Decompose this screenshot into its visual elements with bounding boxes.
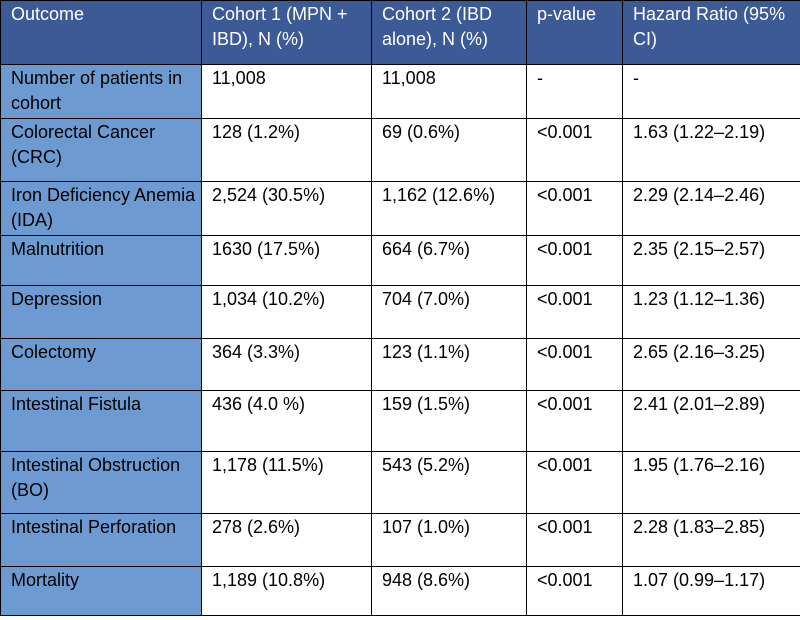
outcome-label: Iron Deficiency Anemia (IDA): [0, 181, 202, 236]
cohort-1-cell: 128 (1.2%): [201, 118, 372, 182]
header-outcome: Outcome: [0, 0, 202, 65]
cohort-2-cell: 159 (1.5%): [371, 390, 527, 452]
cohort-1-cell: 436 (4.0 %): [201, 390, 372, 452]
p-value-cell: <0.001: [526, 566, 623, 616]
cohort-2-cell: 664 (6.7%): [371, 235, 527, 286]
hazard-ratio-cell: 1.23 (1.12–1.36): [622, 285, 800, 339]
p-value-cell: <0.001: [526, 451, 623, 514]
cohort-2-cell: 11,008: [371, 64, 527, 119]
outcome-label: Number of patients in cohort: [0, 64, 202, 119]
cohort-1-cell: 1630 (17.5%): [201, 235, 372, 286]
hazard-ratio-cell: -: [622, 64, 800, 119]
p-value-cell: <0.001: [526, 390, 623, 452]
p-value-cell: <0.001: [526, 285, 623, 339]
cohort-1-cell: 11,008: [201, 64, 372, 119]
header-row: Outcome Cohort 1 (MPN + IBD), N (%) Coho…: [0, 0, 800, 65]
hazard-ratio-cell: 1.07 (0.99–1.17): [622, 566, 800, 616]
cohort-1-cell: 1,178 (11.5%): [201, 451, 372, 514]
hazard-ratio-cell: 2.65 (2.16–3.25): [622, 338, 800, 391]
table-row: Colorectal Cancer (CRC) 128 (1.2%) 69 (0…: [0, 118, 800, 182]
p-value-cell: -: [526, 64, 623, 119]
table-row: Colectomy 364 (3.3%) 123 (1.1%) <0.001 2…: [0, 338, 800, 391]
hazard-ratio-cell: 2.28 (1.83–2.85): [622, 513, 800, 567]
table-row: Intestinal Obstruction (BO) 1,178 (11.5%…: [0, 451, 800, 514]
p-value-cell: <0.001: [526, 235, 623, 286]
cohort-2-cell: 69 (0.6%): [371, 118, 527, 182]
cohort-1-cell: 278 (2.6%): [201, 513, 372, 567]
cohort-2-cell: 107 (1.0%): [371, 513, 527, 567]
cohort-1-cell: 1,189 (10.8%): [201, 566, 372, 616]
outcome-label: Mortality: [0, 566, 202, 616]
outcome-label: Depression: [0, 285, 202, 339]
table-row: Malnutrition 1630 (17.5%) 664 (6.7%) <0.…: [0, 235, 800, 286]
cohort-1-cell: 2,524 (30.5%): [201, 181, 372, 236]
cohort-2-cell: 948 (8.6%): [371, 566, 527, 616]
cohort-2-cell: 704 (7.0%): [371, 285, 527, 339]
p-value-cell: <0.001: [526, 513, 623, 567]
header-cohort-2: Cohort 2 (IBD alone), N (%): [371, 0, 527, 65]
p-value-cell: <0.001: [526, 181, 623, 236]
hazard-ratio-cell: 1.95 (1.76–2.16): [622, 451, 800, 514]
table-row: Intestinal Fistula 436 (4.0 %) 159 (1.5%…: [0, 390, 800, 452]
outcome-label: Intestinal Obstruction (BO): [0, 451, 202, 514]
header-hazard-ratio: Hazard Ratio (95% CI): [622, 0, 800, 65]
table-row: Iron Deficiency Anemia (IDA) 2,524 (30.5…: [0, 181, 800, 236]
header-cohort-1: Cohort 1 (MPN + IBD), N (%): [201, 0, 372, 65]
cohort-2-cell: 543 (5.2%): [371, 451, 527, 514]
hazard-ratio-cell: 1.63 (1.22–2.19): [622, 118, 800, 182]
cohort-1-cell: 364 (3.3%): [201, 338, 372, 391]
table-row: Depression 1,034 (10.2%) 704 (7.0%) <0.0…: [0, 285, 800, 339]
p-value-cell: <0.001: [526, 118, 623, 182]
hazard-ratio-cell: 2.35 (2.15–2.57): [622, 235, 800, 286]
table-row: Intestinal Perforation 278 (2.6%) 107 (1…: [0, 513, 800, 567]
outcome-label: Intestinal Perforation: [0, 513, 202, 567]
hazard-ratio-cell: 2.41 (2.01–2.89): [622, 390, 800, 452]
cohort-2-cell: 1,162 (12.6%): [371, 181, 527, 236]
header-p-value: p-value: [526, 0, 623, 65]
cohort-2-cell: 123 (1.1%): [371, 338, 527, 391]
cohort-1-cell: 1,034 (10.2%): [201, 285, 372, 339]
outcome-label: Intestinal Fistula: [0, 390, 202, 452]
outcome-label: Colorectal Cancer (CRC): [0, 118, 202, 182]
outcome-label: Colectomy: [0, 338, 202, 391]
table-row: Mortality 1,189 (10.8%) 948 (8.6%) <0.00…: [0, 566, 800, 616]
table-row: Number of patients in cohort 11,008 11,0…: [0, 64, 800, 119]
p-value-cell: <0.001: [526, 338, 623, 391]
outcome-label: Malnutrition: [0, 235, 202, 286]
hazard-ratio-cell: 2.29 (2.14–2.46): [622, 181, 800, 236]
